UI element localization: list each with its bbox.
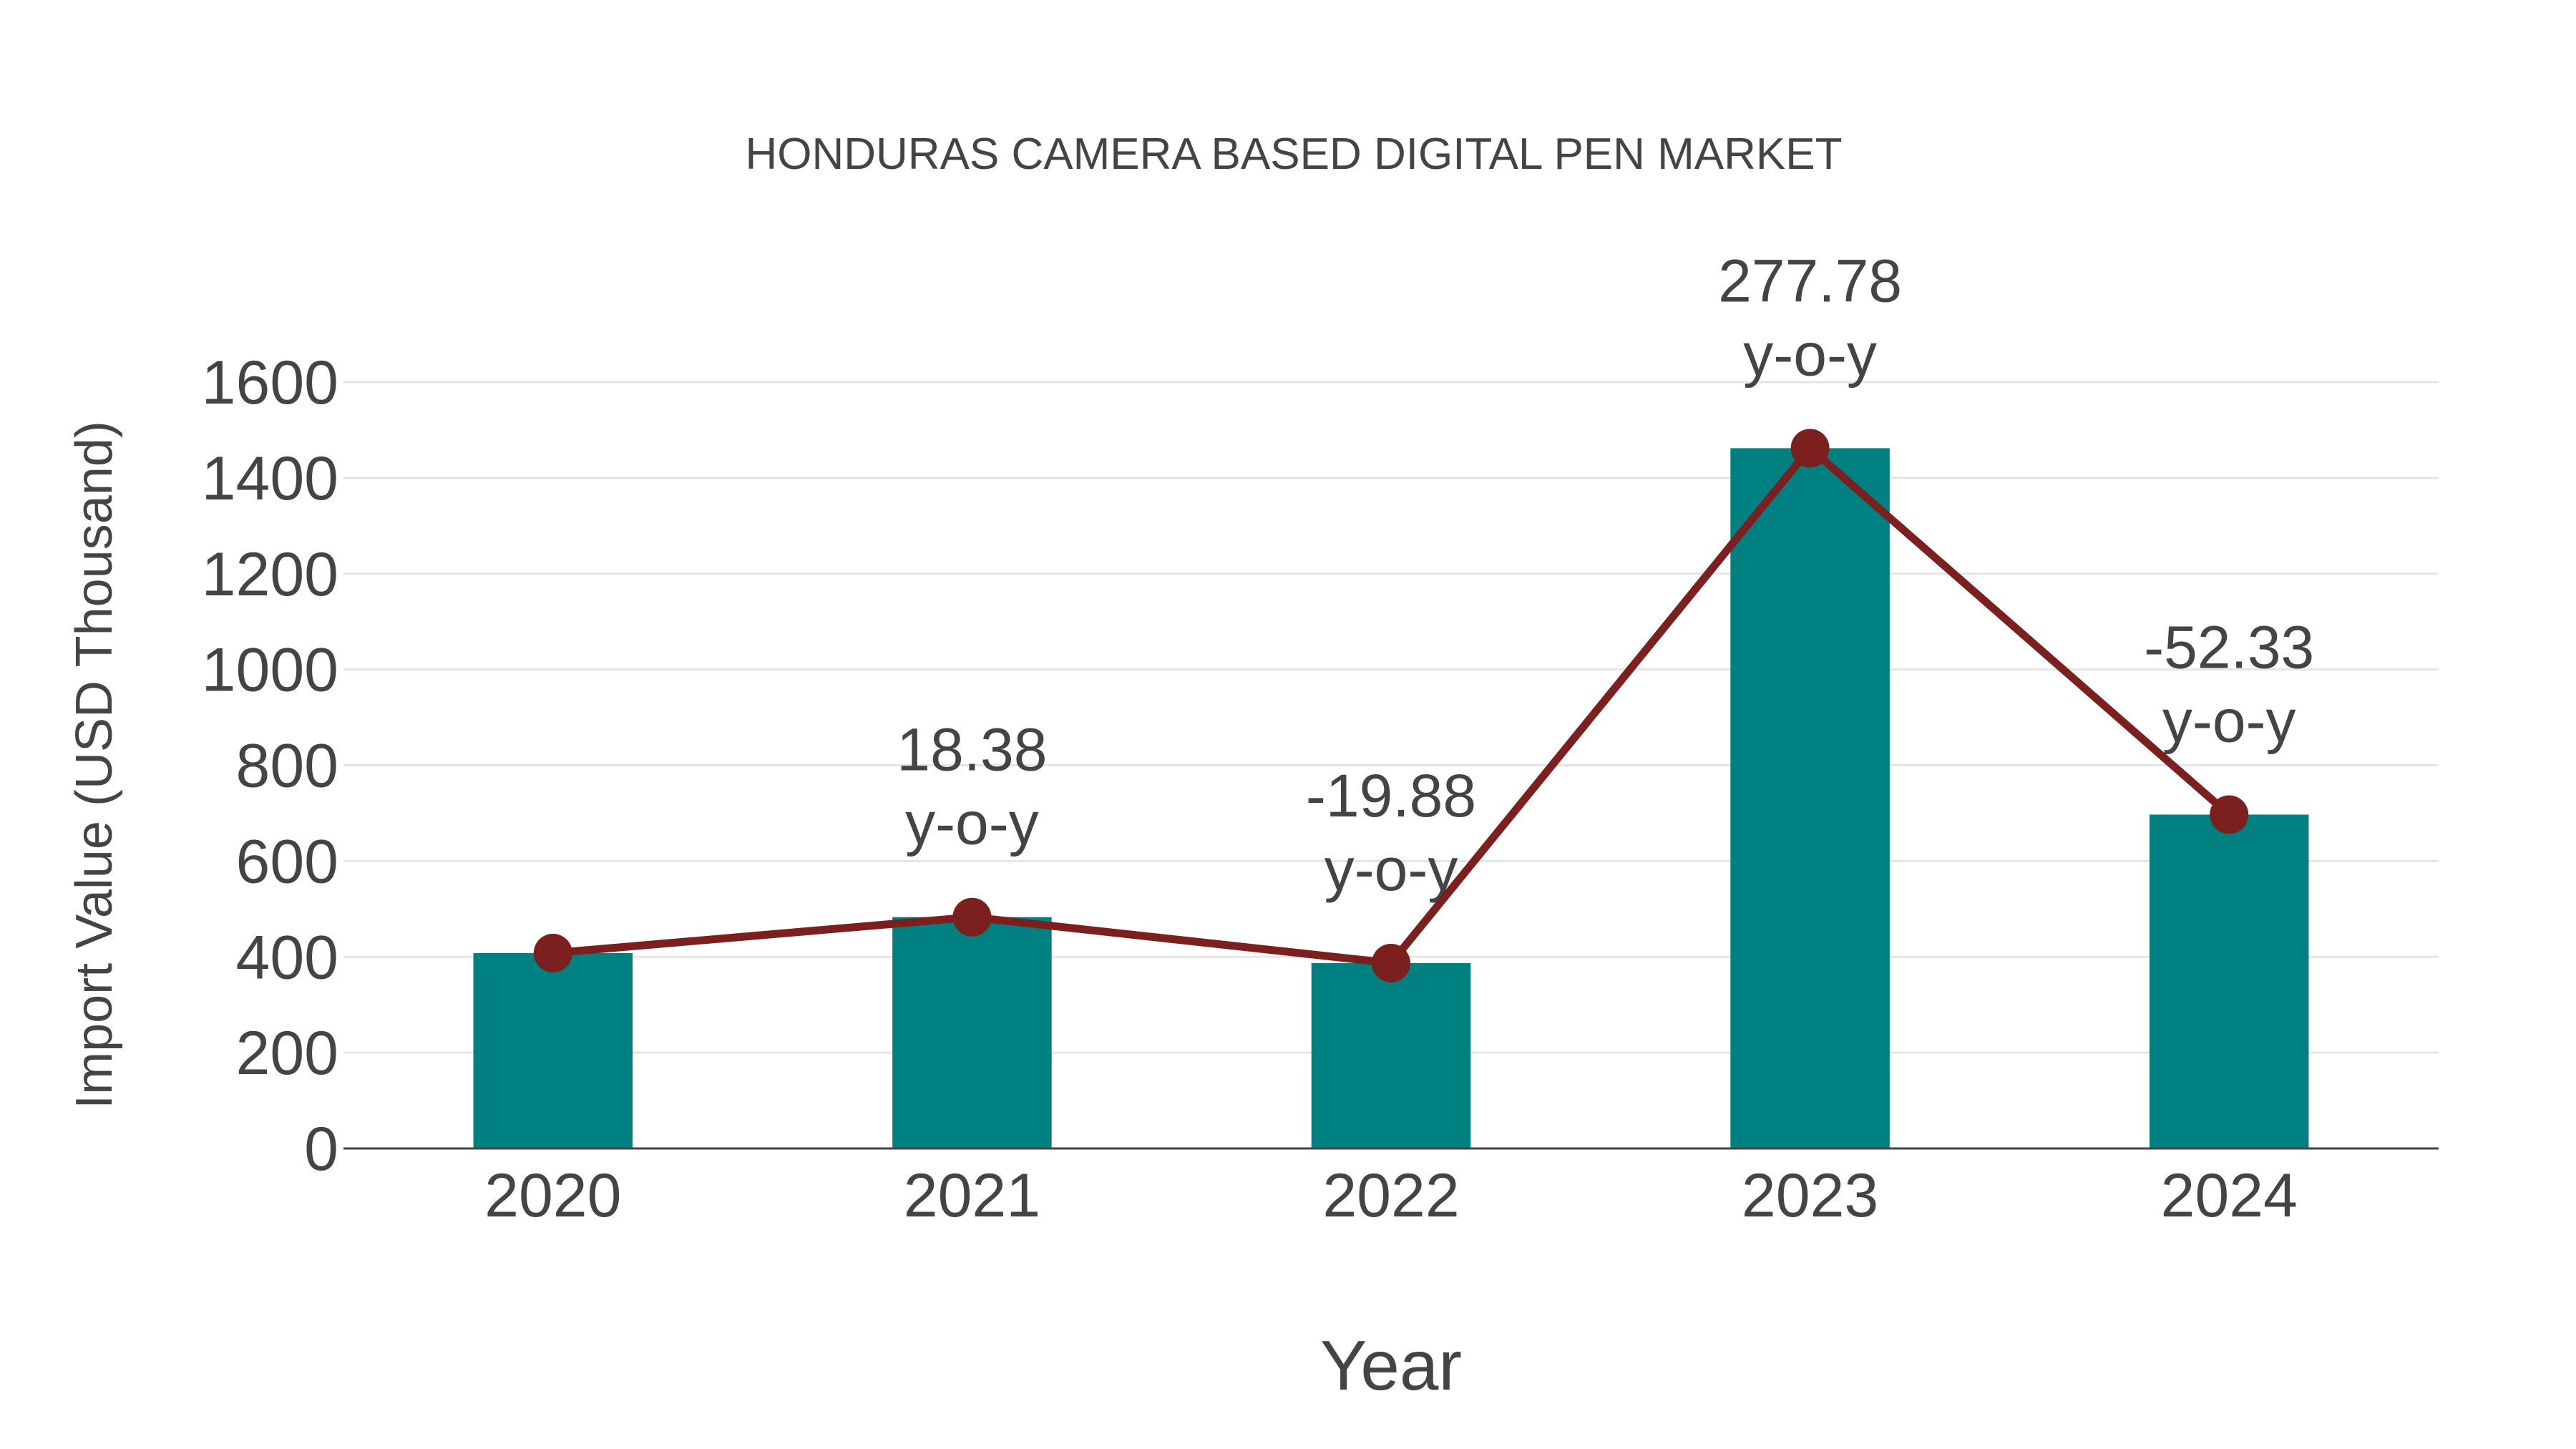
bar-2021 (892, 917, 1052, 1148)
yoy-suffix-label: y-o-y (905, 790, 1039, 857)
x-tick-label: 2023 (1742, 1161, 1878, 1230)
yoy-value-label: 277.78 (1718, 247, 1902, 314)
y-tick-label: 0 (304, 1115, 338, 1184)
chart-title: HONDURAS CAMERA BASED DIGITAL PEN MARKET (745, 130, 1842, 179)
y-tick-label: 800 (236, 732, 339, 801)
x-axis-ticks: 2020 2021 2022 2023 2024 (484, 1161, 2298, 1230)
x-tick-label: 2024 (2161, 1161, 2298, 1230)
bar-2020 (473, 952, 633, 1148)
x-axis-title: Year (1320, 1326, 1462, 1405)
bar-2024 (2149, 814, 2309, 1148)
bar-2022 (1311, 962, 1471, 1148)
y-tick-label: 1000 (202, 636, 338, 705)
y-axis-ticks: 0 200 400 600 800 1000 1200 1400 1600 (202, 348, 338, 1184)
y-axis-title: Import Value (USD Thousand) (66, 421, 123, 1109)
yoy-value-label: 18.38 (897, 716, 1047, 784)
trend-marker-2024 (2210, 795, 2249, 834)
yoy-suffix-label: y-o-y (1324, 836, 1458, 903)
y-tick-label: 400 (236, 923, 339, 992)
y-tick-label: 1400 (202, 444, 338, 513)
yoy-suffix-label: y-o-y (2162, 687, 2296, 754)
x-tick-label: 2022 (1322, 1161, 1459, 1230)
yoy-annotations: 18.38y-o-y -19.88y-o-y277.78y-o-y-52.33y-… (897, 247, 2314, 903)
yoy-value-label: -52.33 (2144, 613, 2314, 680)
trend-marker-2021 (952, 897, 992, 937)
trend-marker-2020 (533, 933, 572, 972)
x-tick-label: 2021 (904, 1161, 1040, 1230)
x-tick-label: 2020 (484, 1161, 621, 1230)
trend-marker-2022 (1372, 943, 1410, 982)
y-tick-label: 1600 (202, 348, 338, 417)
trend-marker-2023 (1790, 429, 1830, 468)
y-tick-label: 200 (236, 1019, 339, 1088)
bar-2023 (1730, 448, 1890, 1148)
trend-line (533, 429, 2249, 982)
y-tick-label: 600 (236, 827, 339, 896)
yoy-suffix-label: y-o-y (1743, 321, 1877, 388)
yoy-value-label: -19.88 (1306, 762, 1476, 829)
y-tick-label: 1200 (202, 540, 338, 609)
bars (473, 448, 2309, 1148)
gridlines (343, 381, 2439, 1054)
